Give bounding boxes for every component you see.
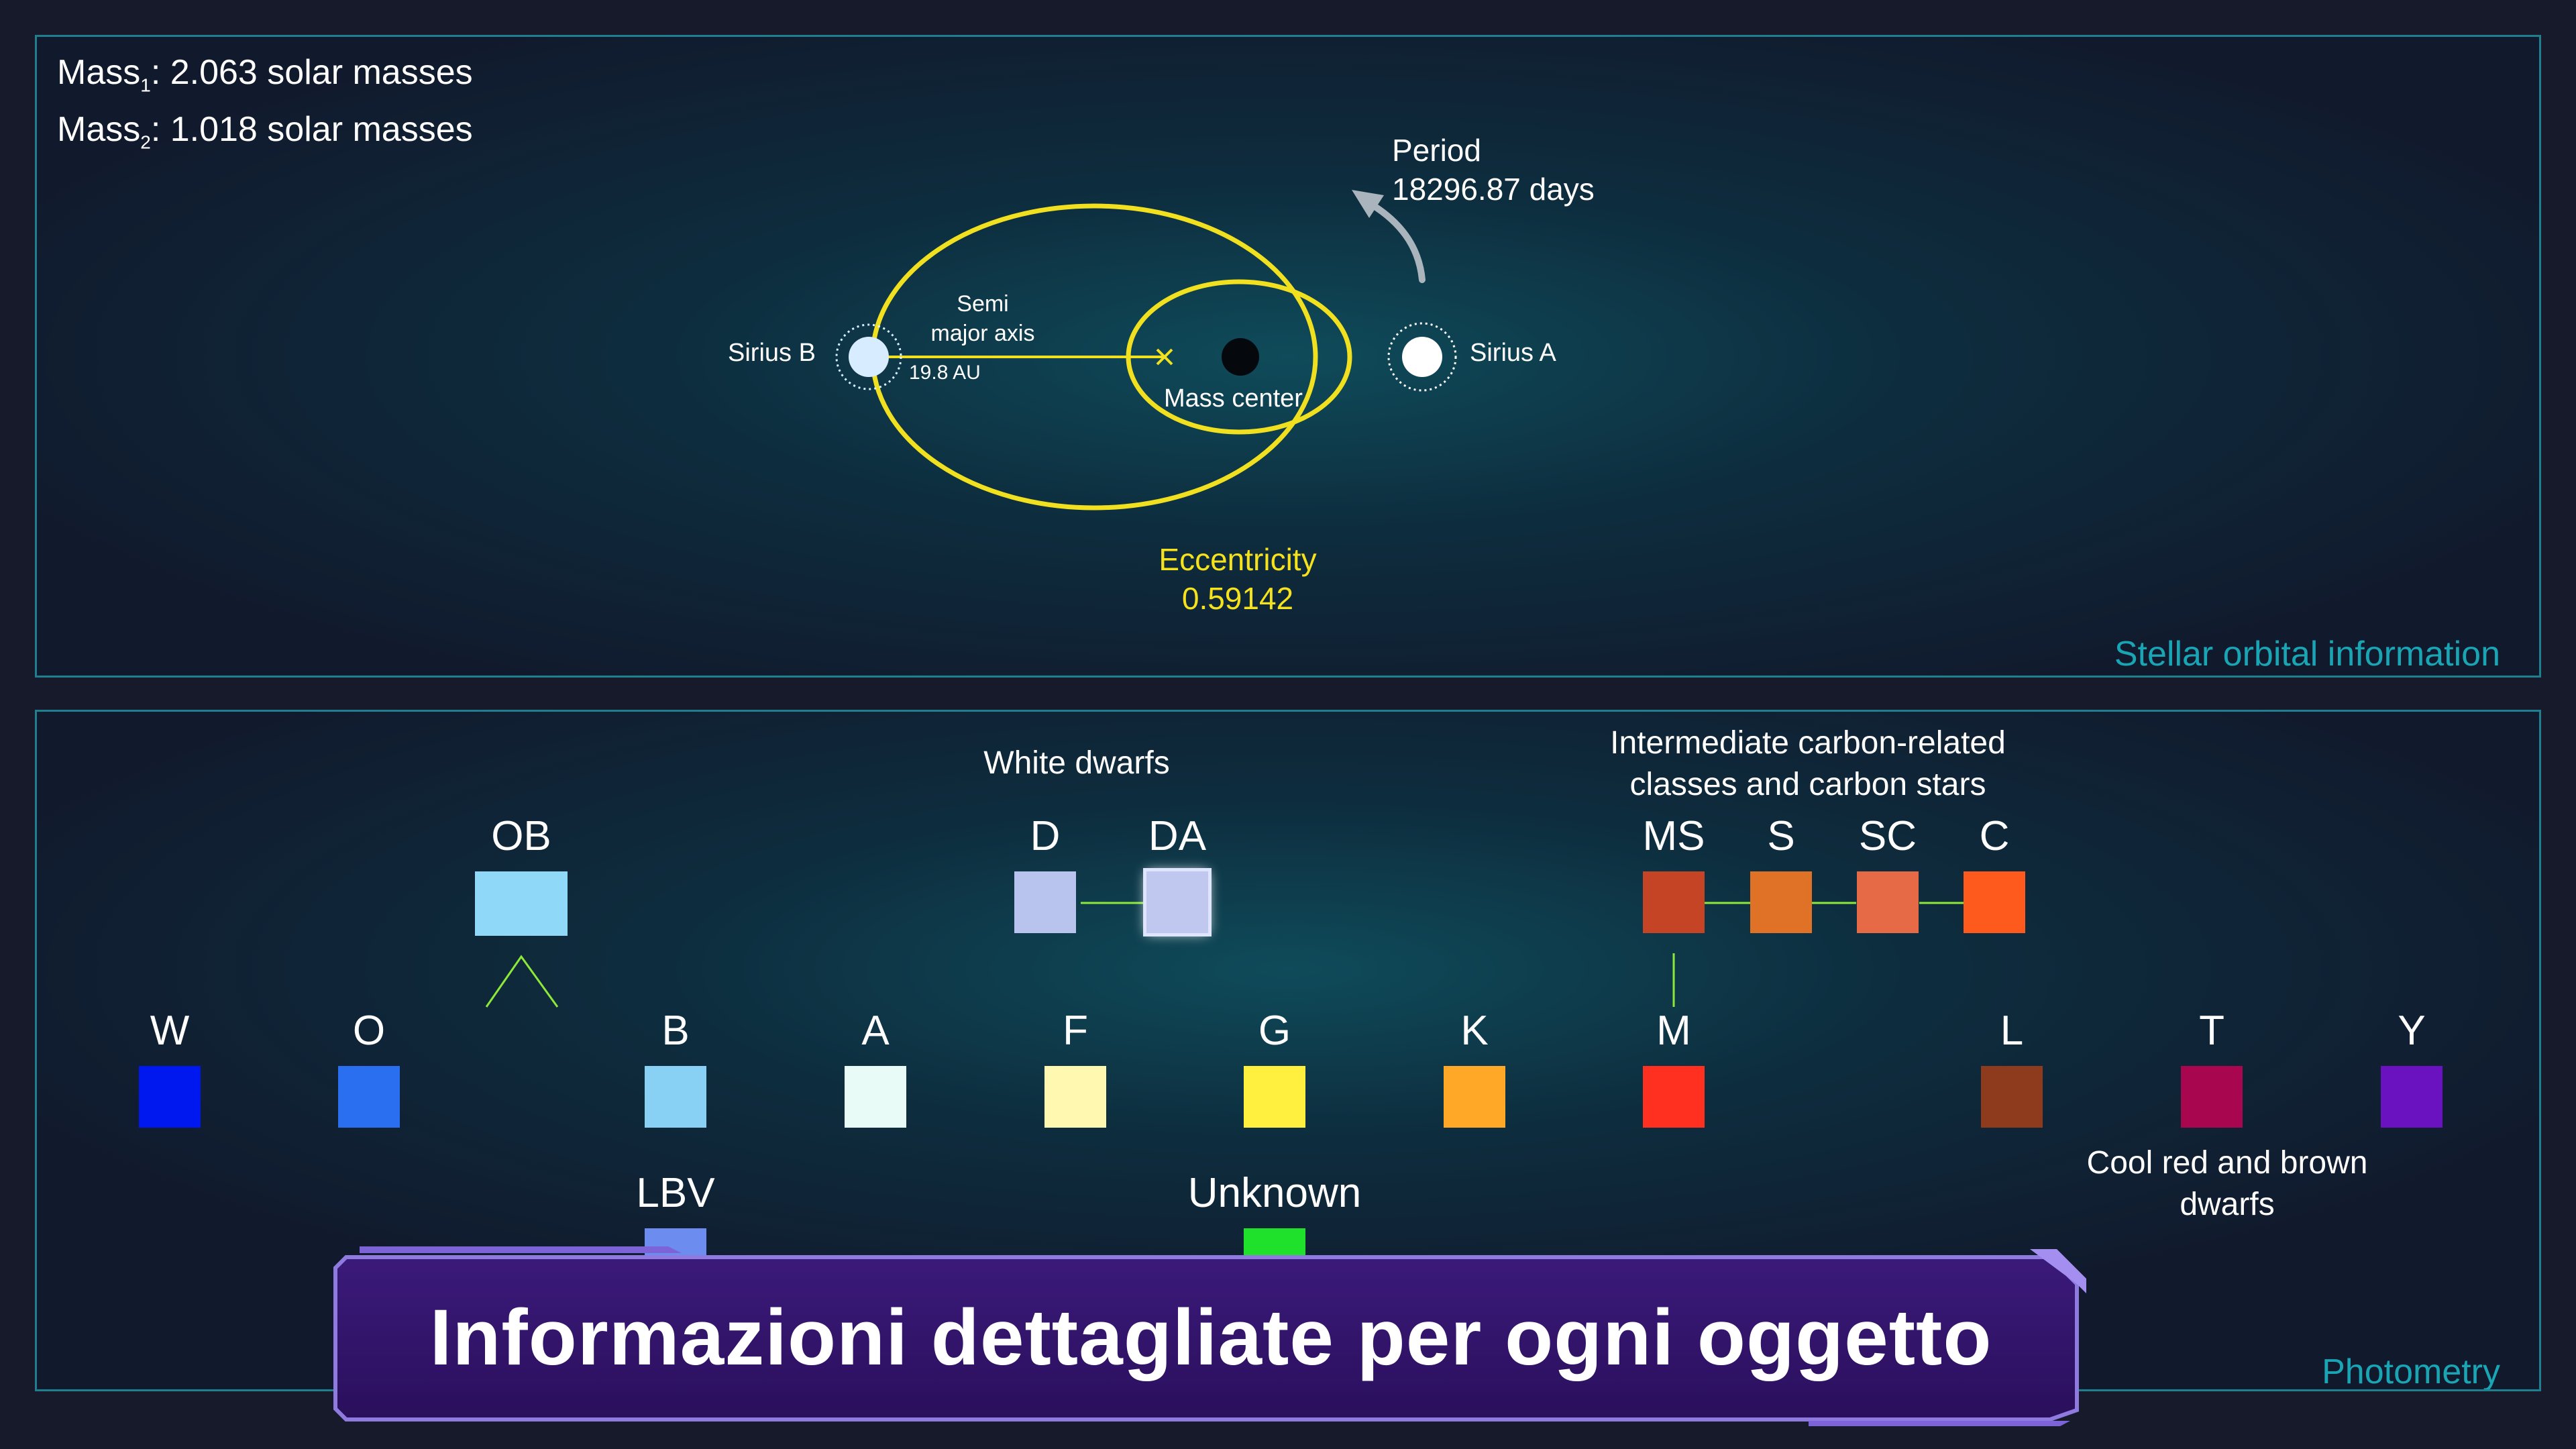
class-sc-label: SC — [1858, 813, 1917, 859]
orbit-diagram[interactable] — [37, 37, 2539, 676]
class-k-label: K — [1460, 1008, 1489, 1054]
orbital-info-panel: Mass1: 2.063 solar masses Mass2: 1.018 s… — [35, 35, 2541, 678]
class-b-swatch[interactable] — [645, 1066, 706, 1128]
class-ms-label: MS — [1642, 813, 1705, 859]
class-unknown-label: Unknown — [1187, 1170, 1362, 1216]
cool-dwarfs-title: Cool red and brown dwarfs — [2086, 1145, 2368, 1222]
sirius-a-label: Sirius A — [1470, 339, 1556, 367]
class-ob-label: OB — [491, 813, 551, 859]
banner-frame — [333, 1246, 2086, 1426]
class-d-swatch[interactable] — [1014, 871, 1076, 933]
class-b-label: B — [661, 1008, 690, 1054]
semi-major-axis-value: 19.8 AU — [909, 362, 981, 384]
sirius-b-label: Sirius B — [728, 339, 816, 367]
class-t-swatch[interactable] — [2181, 1066, 2243, 1128]
class-a-swatch[interactable] — [845, 1066, 906, 1128]
mass-center-dot — [1222, 338, 1259, 376]
mass-info: Mass1: 2.063 solar masses Mass2: 1.018 s… — [57, 50, 473, 165]
eccentricity-info: Eccentricity 0.59142 — [1159, 542, 1317, 616]
banner-title: Informazioni dettagliate per ogni oggett… — [429, 1293, 1992, 1382]
class-f-swatch[interactable] — [1044, 1066, 1106, 1128]
sirius-b-star — [835, 323, 902, 390]
feature-banner: Informazioni dettagliate per ogni oggett… — [333, 1240, 2089, 1428]
class-m-label: M — [1656, 1008, 1691, 1054]
period-arrow-icon — [1352, 190, 1426, 283]
mass1-readout: Mass1: 2.063 solar masses — [57, 53, 473, 96]
orbital-panel-label: Stellar orbital information — [2114, 635, 2500, 674]
class-o-swatch[interactable] — [338, 1066, 400, 1128]
class-o-label: O — [352, 1008, 386, 1054]
class-g-label: G — [1258, 1008, 1291, 1054]
class-f-label: F — [1063, 1008, 1088, 1054]
class-sc-swatch[interactable] — [1857, 871, 1919, 933]
class-w-swatch[interactable] — [139, 1066, 201, 1128]
mass-center-label: Mass center — [1164, 384, 1303, 413]
class-ob-swatch[interactable] — [475, 871, 568, 936]
carbon-stars-title: Intermediate carbon-related classes and … — [1610, 725, 2006, 802]
class-l-swatch[interactable] — [1981, 1066, 2043, 1128]
class-y-label: Y — [2398, 1008, 2426, 1054]
class-da-label: DA — [1148, 813, 1207, 859]
sirius-a-star — [1387, 322, 1457, 392]
class-connectors — [485, 902, 1964, 1008]
class-m-swatch[interactable] — [1643, 1066, 1705, 1128]
class-c-swatch[interactable] — [1964, 871, 2025, 933]
class-y-swatch[interactable] — [2381, 1066, 2443, 1128]
white-dwarfs-title: White dwarfs — [983, 745, 1170, 781]
focus-marker — [1156, 348, 1173, 366]
class-t-label: T — [2199, 1008, 2224, 1054]
mass2-readout: Mass2: 1.018 solar masses — [57, 110, 473, 153]
period-info: Period 18296.87 days — [1392, 133, 1595, 207]
class-d-label: D — [1030, 813, 1061, 859]
class-l-label: L — [2000, 1008, 2024, 1054]
class-c-label: C — [1979, 813, 2010, 859]
class-lbv-label: LBV — [636, 1170, 715, 1216]
class-s-swatch[interactable] — [1750, 871, 1812, 933]
class-g-swatch[interactable] — [1244, 1066, 1305, 1128]
semi-major-axis-label: Semi major axis — [930, 291, 1035, 346]
class-a-label: A — [861, 1008, 890, 1054]
photometry-panel-label: Photometry — [2322, 1352, 2500, 1391]
class-ms-swatch[interactable] — [1643, 871, 1705, 933]
class-k-swatch[interactable] — [1444, 1066, 1505, 1128]
class-s-label: S — [1767, 813, 1795, 859]
class-w-label: W — [150, 1008, 190, 1054]
class-da-swatch[interactable] — [1146, 871, 1208, 933]
